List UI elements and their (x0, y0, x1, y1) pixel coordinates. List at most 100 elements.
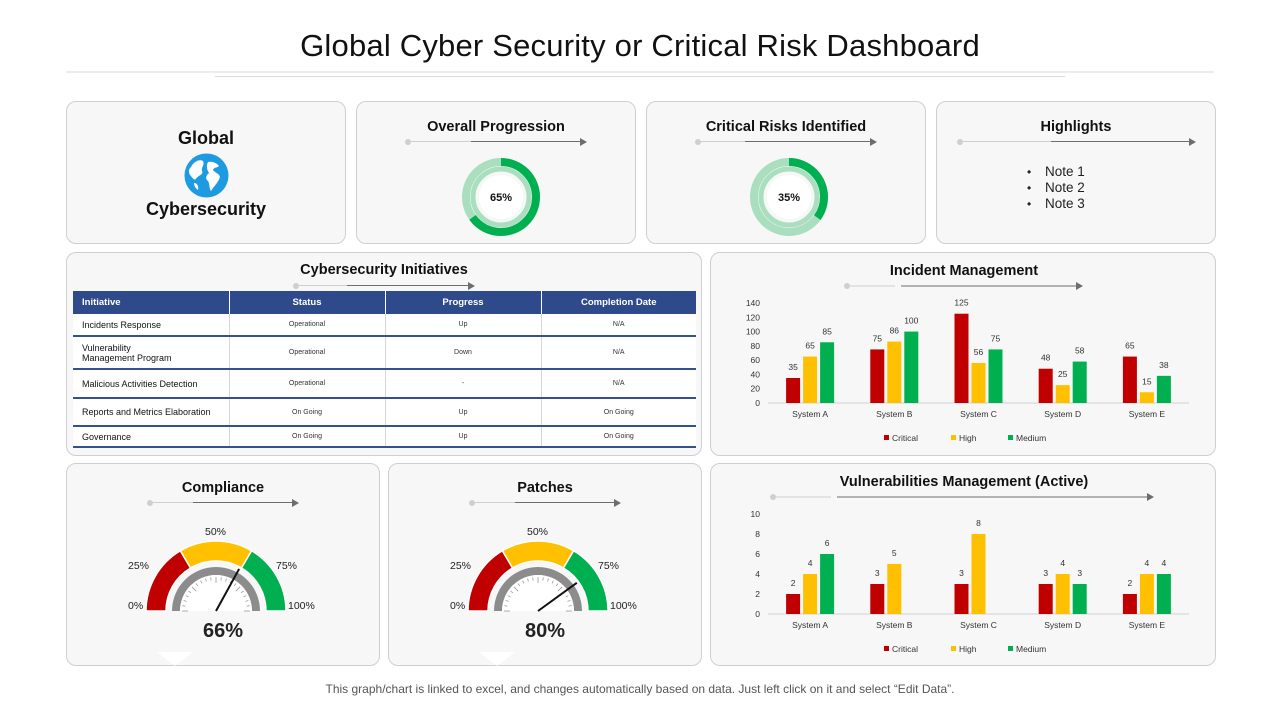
gauge-minor-tick (243, 595, 247, 598)
x-tick-label: System E (1129, 409, 1166, 419)
decorative-arrow-dot (844, 283, 850, 289)
y-tick-label: 80 (751, 341, 761, 351)
data-label: 8 (976, 518, 981, 528)
chart-title: Vulnerabilities Management (Active) (840, 474, 1089, 490)
bar-medium (988, 349, 1003, 403)
bar-critical (954, 584, 969, 614)
gauge-minor-tick (510, 590, 514, 594)
patches-card[interactable]: Patches 0% 25% 50% 75% 100% 80% (388, 463, 702, 666)
gauge-tick-100: 100% (288, 600, 315, 612)
data-label: 15 (1142, 376, 1152, 386)
title-underline (215, 76, 1065, 77)
compliance-card[interactable]: Compliance 0% 25% 50% 75% 100% 66% (66, 463, 380, 666)
global-title-line1: Global (177, 128, 234, 148)
gauge-needle (537, 581, 578, 612)
y-tick-label: 2 (755, 589, 760, 599)
column-header-status: Status (229, 291, 386, 314)
y-tick-label: 140 (746, 298, 760, 308)
gauge-tick-50: 50% (205, 526, 227, 538)
cell-progress: - (385, 369, 542, 399)
data-label: 75 (873, 333, 883, 343)
y-tick-label: 120 (746, 312, 760, 322)
legend-swatch (951, 646, 956, 651)
global-card[interactable]: Global Cybersecurity (66, 101, 346, 244)
bar-critical (870, 584, 885, 614)
x-tick-label: System D (1044, 620, 1081, 630)
table-row: Incidents Response Operational Up N/A (73, 314, 696, 337)
chart-title: Incident Management (890, 263, 1038, 279)
gauge-minor-tick (551, 580, 554, 584)
patches-gauge (467, 540, 609, 612)
bar-high (1139, 392, 1154, 403)
bar-high (1055, 574, 1070, 614)
highlights-notes: Note 1 Note 2 Note 3 (1027, 164, 1085, 212)
compliance-value: 66% (202, 620, 244, 642)
gauge-tick-50: 50% (527, 526, 549, 538)
critical-risks-card[interactable]: Critical Risks Identified 35% (646, 101, 926, 244)
incident-management-card[interactable]: Incident Management 0 20 40 60 80 100 120 140 35 6… (710, 252, 1216, 456)
data-label: 65 (805, 341, 815, 351)
bar-critical (954, 313, 969, 403)
gauge-tick-0: 0% (450, 600, 466, 612)
bar-medium (1156, 574, 1171, 614)
initiatives-card[interactable]: Cybersecurity Initiatives Initiative Sta… (66, 252, 702, 456)
legend-swatch (1008, 435, 1013, 440)
decorative-arrow (147, 498, 299, 508)
x-tick-label: System A (792, 620, 828, 630)
highlight-note: Note 1 (1027, 164, 1085, 180)
bar-high (971, 534, 986, 614)
highlights-card[interactable]: Highlights Note 1 Note 2 Note 3 (936, 101, 1216, 244)
data-label: 65 (1125, 341, 1135, 351)
bar-critical (1038, 584, 1053, 614)
title-divider (66, 71, 1214, 73)
gauge-minor-tick (557, 586, 563, 592)
vulnerabilities-card[interactable]: Vulnerabilities Management (Active) 0 2 4 6 8… (710, 463, 1216, 666)
cell-completion-date: On Going (541, 426, 696, 448)
gauge-minor-tick (240, 590, 244, 594)
legend-label: Critical (892, 644, 918, 654)
data-label: 75 (991, 333, 1001, 343)
gauge-minor-tick (195, 583, 199, 587)
gauge-minor-tick (555, 583, 559, 587)
cell-status: Operational (229, 336, 386, 370)
data-label: 4 (1162, 558, 1167, 568)
table-row: Reports and Metrics Elaboration On Going… (73, 398, 696, 427)
data-label: 38 (1159, 360, 1169, 370)
data-label: 3 (1043, 568, 1048, 578)
highlights-title: Highlights (1040, 119, 1112, 135)
globe-icon (184, 153, 229, 198)
legend-swatch (951, 435, 956, 440)
gauge-segment-mid (179, 540, 253, 569)
y-tick-label: 0 (755, 398, 760, 408)
cell-initiative: Reports and Metrics Elaboration (73, 398, 230, 427)
x-tick-label: System B (876, 409, 913, 419)
gauge-minor-tick (225, 578, 227, 582)
gauge-segment-high (240, 549, 287, 612)
data-label: 100 (904, 316, 918, 326)
gauge-dial-ring (172, 567, 260, 611)
legend-label: Critical (892, 433, 918, 443)
overall-progression-card[interactable]: Overall Progression 65% (356, 101, 636, 244)
legend-label: High (959, 644, 977, 654)
overall-progression-title: Overall Progression (427, 119, 565, 135)
cell-initiative: Malicious Activities Detection (73, 369, 230, 399)
data-label: 3 (1077, 568, 1082, 578)
cell-completion-date: N/A (541, 369, 696, 399)
column-header-completion-date: Completion Date (541, 291, 696, 314)
cell-status: Operational (229, 314, 386, 337)
data-label: 6 (825, 538, 830, 548)
decorative-arrow (469, 498, 621, 508)
data-label: 35 (788, 362, 798, 372)
critical-risks-title: Critical Risks Identified (705, 119, 867, 135)
bar-medium (904, 331, 919, 403)
legend-swatch (1008, 646, 1013, 651)
bar-high (887, 341, 902, 403)
cell-initiative: Incidents Response (73, 314, 230, 337)
x-tick-label: System D (1044, 409, 1081, 419)
data-label: 2 (791, 578, 796, 588)
data-label: 58 (1075, 346, 1085, 356)
cell-progress: Down (385, 336, 542, 370)
compliance-gauge (145, 540, 287, 612)
gauge-minor-tick (191, 586, 197, 592)
bar-critical (1122, 594, 1137, 614)
